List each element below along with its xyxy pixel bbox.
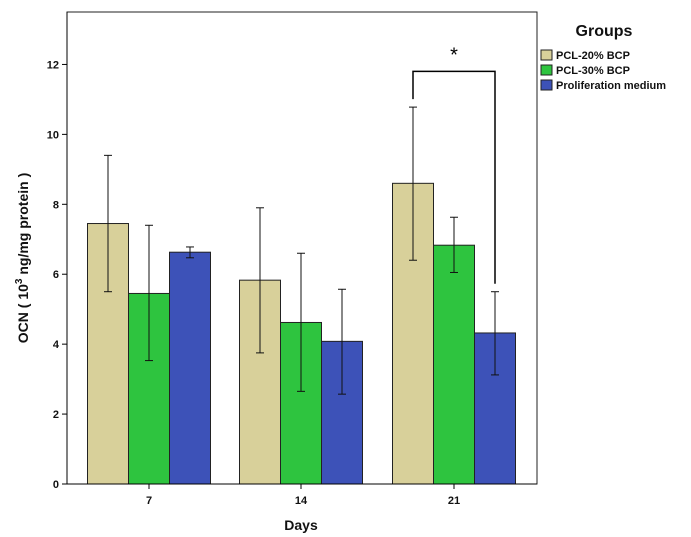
error-bars-layer [104,106,499,395]
x-axis-title: Days [284,517,318,533]
y-axis-title: OCN ( 103 ng/mg protein ) [14,173,31,343]
legend-label-1: PCL-30% BCP [556,65,630,77]
error-bar-series-2-day-14 [338,288,346,395]
axes-layer: 0 2 4 6 8 10 12 7 14 21 [47,12,537,507]
error-bar-series-0-day-14 [256,207,264,354]
bar-proliferation-medium-day-7 [169,251,211,485]
bar-pcl-30-bcp-day-21 [433,244,475,485]
y-tick-label-10: 10 [47,129,59,141]
y-tick-label-4: 4 [53,339,60,351]
error-bar-series-1-day-7 [145,224,153,362]
legend-label-2: Proliferation medium [556,80,666,92]
y-tick-label-6: 6 [53,269,59,281]
error-bar-series-0-day-21 [409,106,417,261]
y-tick-label-2: 2 [53,409,59,421]
legend-title: Groups [576,23,633,40]
y-axis-title-superscript: 3 [14,278,25,284]
significance-bracket [412,70,496,284]
x-tick-label-21: 21 [448,495,460,507]
legend: Groups PCL-20% BCP PCL-30% BCP Proliferati… [540,23,666,92]
y-tick-label-0: 0 [53,479,59,491]
legend-label-0: PCL-20% BCP [556,50,630,62]
x-tick-label-7: 7 [146,495,152,507]
error-bar-series-1-day-21 [450,216,458,273]
legend-swatch-2 [540,79,553,91]
x-tick-label-14: 14 [295,495,308,507]
legend-swatch-1 [540,64,553,76]
error-bar-series-2-day-21 [491,291,499,376]
significance-annotation: * [412,44,496,284]
error-bar-series-0-day-7 [104,154,112,293]
error-bar-series-1-day-14 [297,252,305,392]
y-axis-title-prefix: OCN ( 10 [15,284,31,343]
y-axis-title-suffix: ng/mg protein ) [15,173,31,279]
y-tick-label-8: 8 [53,199,59,211]
y-tick-label-12: 12 [47,59,59,71]
significance-star: * [450,44,458,66]
legend-swatch-0 [540,49,553,61]
error-bar-series-2-day-7 [186,246,194,259]
